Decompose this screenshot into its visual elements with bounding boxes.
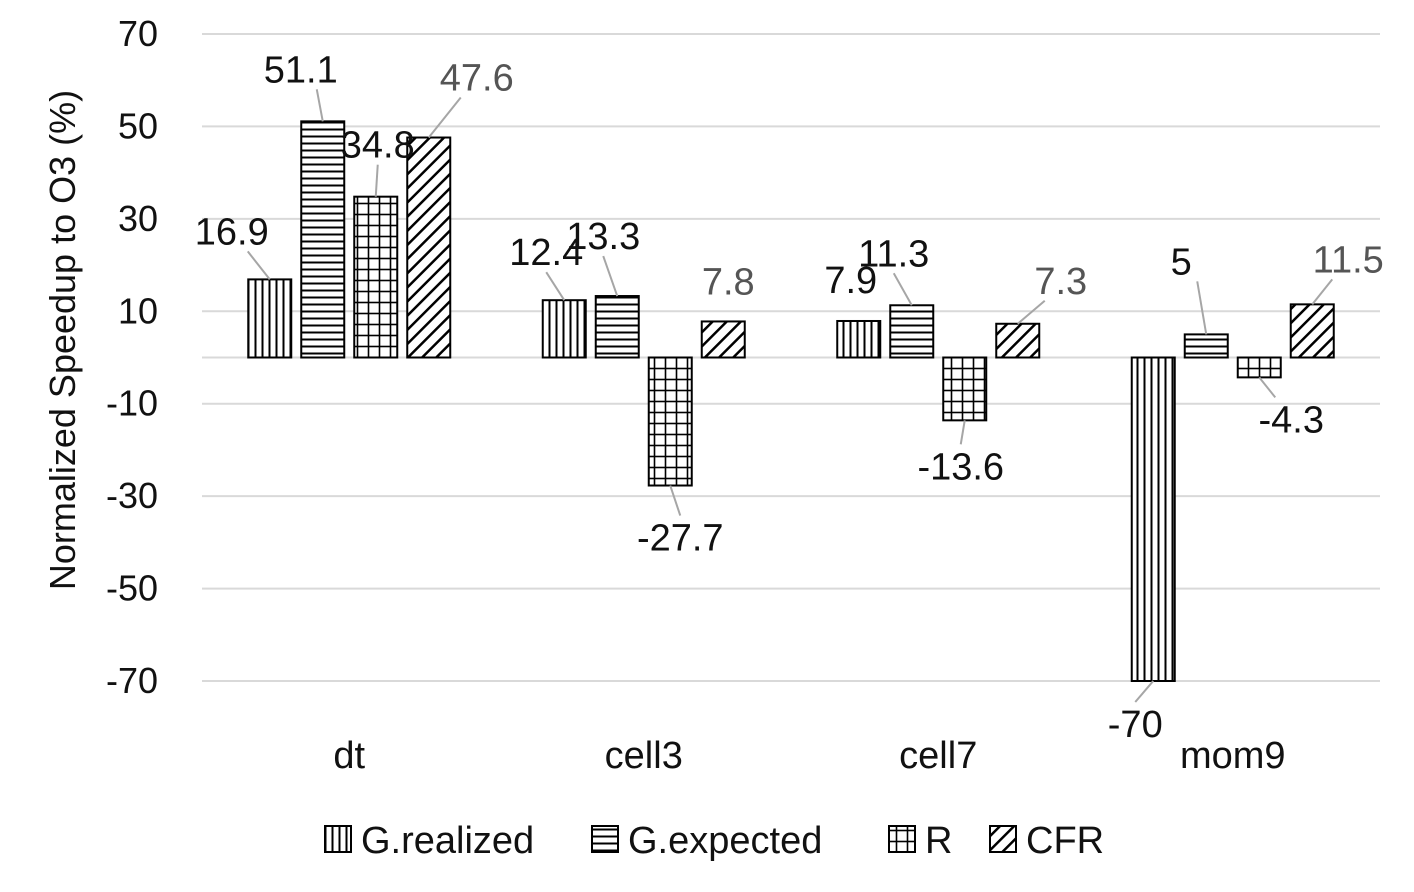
y-tick-label: 10	[118, 290, 158, 331]
bar	[594, 295, 640, 359]
category-label: mom9	[1180, 735, 1286, 777]
y-tick-label: -30	[106, 475, 158, 516]
legend-swatch	[591, 825, 619, 853]
bar	[836, 319, 882, 359]
y-tick-label: -50	[106, 568, 158, 609]
bar	[541, 299, 587, 359]
label-leaders	[246, 89, 1334, 703]
legend: G.realized G.expected R CFR	[324, 820, 1104, 862]
bar	[1130, 356, 1176, 682]
legend-label: G.expected	[628, 820, 822, 862]
leader-line	[427, 96, 462, 139]
data-label: -70	[1108, 704, 1163, 746]
leader-line	[892, 272, 913, 306]
category-label: cell3	[605, 735, 683, 777]
leader-line	[1258, 376, 1277, 398]
y-axis-label: Normalized Speedup to O3 (%)	[42, 90, 83, 590]
leader-line	[669, 485, 682, 516]
y-tick-label: 30	[118, 198, 158, 239]
leader-line	[1017, 300, 1046, 325]
data-label: 51.1	[264, 49, 338, 91]
bar	[700, 320, 746, 359]
data-label: 47.6	[440, 58, 514, 100]
category-label: cell7	[899, 735, 977, 777]
legend-swatch	[888, 825, 916, 853]
data-label: 11.3	[858, 233, 929, 275]
bar	[353, 195, 399, 359]
leader-line	[374, 164, 379, 197]
data-label: 7.9	[824, 260, 877, 302]
y-tick-label: 50	[118, 105, 158, 146]
bar	[1183, 333, 1229, 359]
bar	[889, 304, 935, 359]
bar	[1289, 303, 1335, 359]
data-label: 12.4	[509, 232, 583, 274]
x-axis-categories: dt cell3 cell7 mom9	[333, 735, 1285, 777]
leader-line	[602, 255, 619, 297]
data-label: 5	[1171, 241, 1192, 283]
bar	[1236, 356, 1282, 379]
bar	[995, 322, 1041, 359]
data-label: 16.9	[195, 211, 269, 253]
legend-label: R	[925, 820, 952, 862]
y-tick-label: -10	[106, 383, 158, 424]
bar	[247, 278, 293, 359]
legend-label: G.realized	[361, 820, 534, 862]
data-label: 7.8	[702, 261, 755, 303]
leader-line	[1196, 281, 1208, 335]
gridlines	[202, 33, 1380, 682]
data-label: 11.5	[1313, 239, 1384, 281]
y-tick-label: 70	[118, 13, 158, 54]
leader-line	[246, 250, 271, 281]
data-label: -27.7	[637, 518, 724, 560]
data-label: 13.3	[566, 216, 640, 258]
legend-swatch	[324, 825, 352, 853]
data-label: -13.6	[917, 446, 1004, 488]
y-axis-ticks: 70 50 30 10 -10 -30 -50 -70	[106, 13, 158, 701]
data-labels: 16.9 12.4 7.9 -70 51.1 13.3 11.3 5 34.8 -27.7 -13.…	[195, 49, 1384, 746]
leader-line	[545, 271, 566, 301]
leader-line	[315, 89, 324, 122]
bars	[247, 120, 1335, 682]
bar	[300, 120, 346, 359]
data-label: 7.3	[1034, 261, 1087, 303]
y-tick-label: -70	[106, 660, 158, 701]
leader-line	[959, 420, 966, 445]
legend-label: CFR	[1026, 820, 1104, 862]
bar	[647, 356, 693, 487]
legend-swatch	[989, 825, 1017, 853]
leader-line	[1134, 680, 1155, 703]
category-label: dt	[333, 735, 365, 777]
bar	[942, 356, 988, 422]
leader-line	[1311, 278, 1334, 305]
data-label: -4.3	[1259, 399, 1324, 441]
bar	[406, 136, 452, 359]
data-label: 34.8	[341, 125, 415, 167]
